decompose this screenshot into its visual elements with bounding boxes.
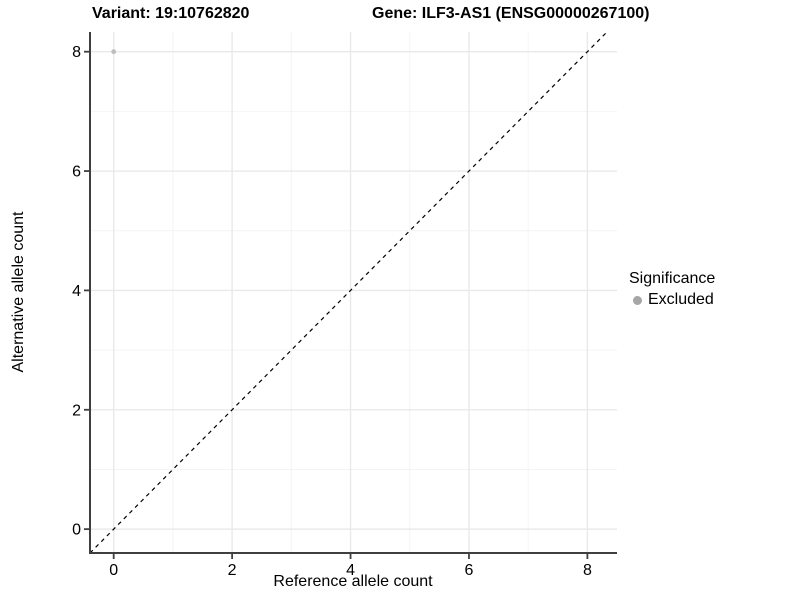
x-axis-title: Reference allele count — [273, 573, 433, 590]
legend-title: Significance — [629, 270, 716, 287]
legend: Significance Excluded — [629, 270, 715, 309]
y-axis-title: Alternative allele count — [10, 211, 27, 373]
y-tick-label: 6 — [72, 164, 81, 181]
y-tick-label: 4 — [72, 283, 81, 300]
gene-title: Gene: ILF3-AS1 (ENSG00000267100) — [372, 5, 650, 22]
x-tick-label: 8 — [583, 562, 592, 579]
x-tick-label: 6 — [465, 562, 474, 579]
grid-major — [90, 32, 617, 553]
tick-labels: 0 2 4 6 8 0 2 4 6 8 — [72, 44, 592, 579]
y-tick-label: 8 — [72, 44, 81, 61]
data-points — [111, 49, 117, 55]
legend-item-excluded: Excluded — [633, 291, 715, 309]
excluded-point-icon — [633, 295, 642, 305]
y-tick-label: 2 — [72, 402, 81, 419]
axis-ticks — [84, 50, 589, 559]
variant-title: Variant: 19:10762820 — [92, 5, 250, 22]
data-point-excluded — [111, 49, 117, 55]
grid-minor — [90, 32, 617, 553]
legend-item-label: Excluded — [648, 291, 714, 308]
x-tick-label: 0 — [109, 562, 118, 579]
x-tick-label: 2 — [228, 562, 237, 579]
y-tick-label: 0 — [72, 522, 81, 539]
axis-lines — [89, 32, 617, 554]
x-tick-label: 4 — [346, 562, 355, 579]
identity-reference-line — [89, 31, 608, 554]
